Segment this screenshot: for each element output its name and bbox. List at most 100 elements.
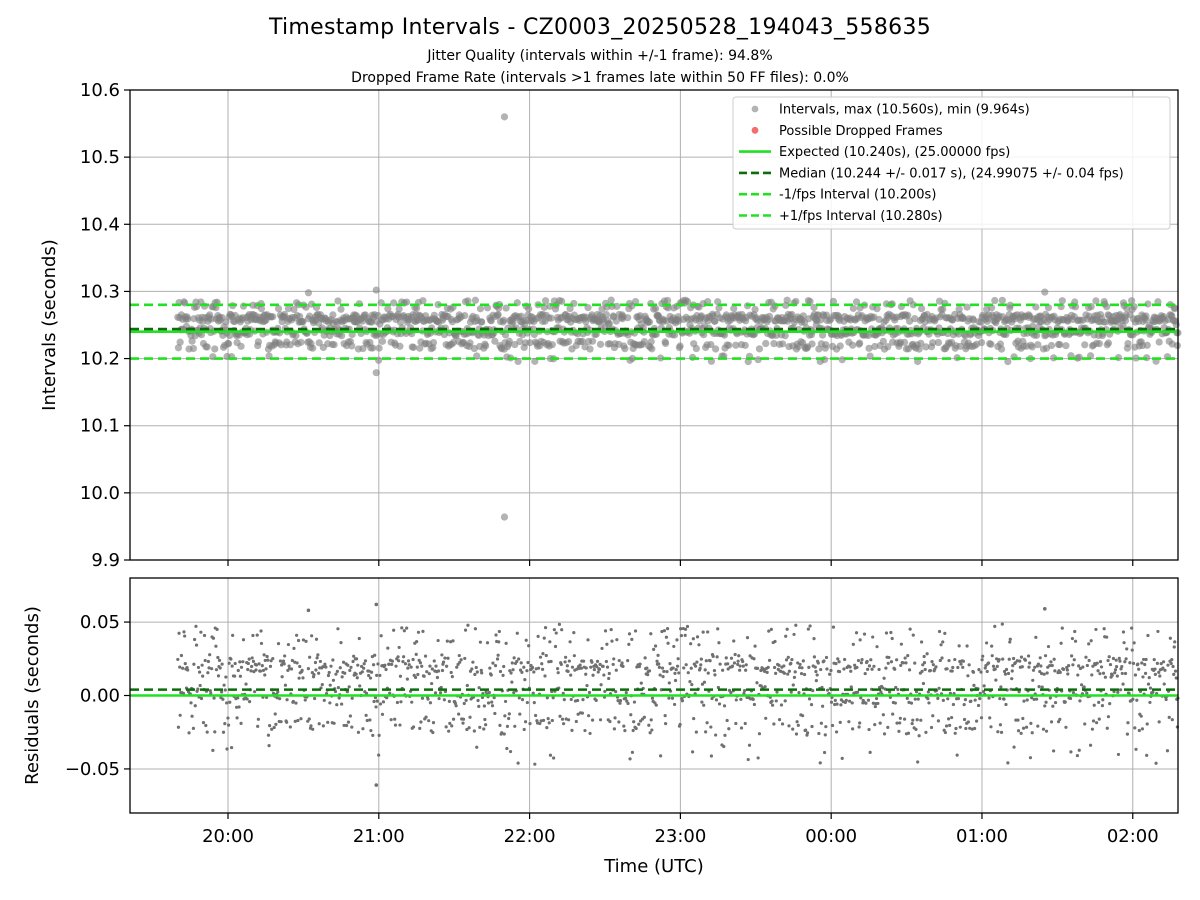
- residual-point: [1049, 660, 1053, 664]
- residual-point: [388, 691, 392, 695]
- residual-point: [607, 676, 611, 681]
- residual-point: [179, 653, 184, 658]
- residual-point: [706, 671, 710, 675]
- residual-point: [369, 670, 374, 674]
- residual-point: [678, 722, 682, 727]
- interval-point: [419, 297, 427, 305]
- residual-point: [1071, 690, 1076, 695]
- residual-point: [385, 696, 389, 700]
- legend: Intervals, max (10.560s), min (9.964s) Po…: [732, 96, 1171, 230]
- residual-point: [979, 716, 984, 720]
- residual-point: [752, 657, 756, 661]
- residual-point: [1157, 720, 1161, 724]
- residual-point: [660, 666, 665, 670]
- residual-point: [450, 724, 454, 728]
- residual-point: [417, 658, 421, 662]
- interval-point: [491, 337, 499, 345]
- residual-point: [582, 659, 586, 663]
- residual-point: [645, 666, 649, 670]
- residual-point: [672, 644, 676, 649]
- residual-point: [1036, 724, 1040, 728]
- residual-point: [183, 634, 187, 638]
- residual-point: [223, 722, 227, 726]
- residual-point: [1095, 661, 1099, 665]
- residual-point: [282, 662, 286, 666]
- residual-point: [690, 682, 694, 687]
- residual-point: [1113, 671, 1117, 675]
- residual-point: [780, 722, 785, 726]
- residual-point: [965, 644, 969, 648]
- residual-point: [384, 667, 388, 672]
- residual-point: [993, 667, 997, 671]
- interval-point: [174, 344, 183, 352]
- residual-point: [368, 676, 373, 680]
- residual-point: [258, 669, 263, 673]
- top-y-axis-label: Intervals (seconds): [39, 239, 60, 411]
- interval-point: [613, 302, 621, 310]
- residual-point: [1107, 655, 1111, 659]
- residual-point: [770, 699, 774, 703]
- residual-point: [946, 717, 951, 721]
- interval-point: [494, 310, 502, 319]
- residual-point: [779, 703, 784, 707]
- residual-point: [413, 675, 418, 680]
- residual-point: [829, 668, 833, 673]
- residual-point: [847, 699, 852, 703]
- residual-point: [985, 669, 989, 674]
- interval-point: [176, 338, 184, 346]
- residual-point: [1133, 726, 1137, 730]
- residual-point: [392, 628, 396, 632]
- residual-point: [244, 682, 248, 686]
- residual-point: [732, 639, 736, 643]
- interval-point: [464, 297, 472, 305]
- residual-point: [229, 657, 233, 661]
- interval-point: [315, 339, 323, 347]
- residual-point: [1108, 702, 1112, 706]
- residual-point: [663, 714, 667, 718]
- residual-point: [921, 663, 925, 667]
- residual-point: [512, 656, 516, 660]
- residual-point: [584, 672, 588, 676]
- residual-point: [1024, 725, 1029, 729]
- interval-point: [461, 311, 469, 320]
- residual-point: [851, 727, 855, 731]
- residual-point: [405, 677, 409, 681]
- residual-point: [178, 665, 182, 669]
- residual-point: [699, 657, 703, 661]
- interval-point: [929, 339, 937, 347]
- residual-point: [557, 622, 562, 626]
- residual-point: [211, 748, 215, 752]
- residual-point: [913, 697, 917, 701]
- residual-point: [364, 713, 368, 717]
- residual-point: [525, 669, 529, 673]
- residual-point: [208, 689, 212, 693]
- residual-point: [723, 733, 727, 737]
- residual-point: [984, 641, 989, 645]
- residual-point: [1011, 656, 1016, 661]
- residual-point: [797, 691, 801, 695]
- residual-point: [278, 659, 283, 663]
- residual-point: [1016, 718, 1020, 722]
- residual-point: [378, 702, 383, 706]
- residual-point: [763, 669, 767, 673]
- residual-point: [533, 713, 538, 718]
- residual-point: [972, 683, 976, 687]
- residual-point: [886, 725, 890, 729]
- residual-point: [436, 638, 440, 643]
- residual-point: [673, 678, 678, 683]
- residual-point: [1087, 658, 1091, 663]
- residual-point: [921, 681, 926, 686]
- residual-point: [402, 655, 406, 659]
- residual-point: [618, 698, 623, 703]
- residual-point: [1130, 648, 1134, 652]
- residual-point: [882, 732, 887, 736]
- residual-point: [763, 685, 767, 689]
- residual-point: [953, 731, 957, 735]
- interval-point: [704, 298, 712, 306]
- interval-point: [822, 341, 830, 349]
- interval-point: [997, 345, 1006, 353]
- residual-point: [1161, 666, 1165, 670]
- residual-point: [397, 645, 401, 650]
- interval-point: [998, 296, 1006, 304]
- residual-point: [346, 720, 351, 724]
